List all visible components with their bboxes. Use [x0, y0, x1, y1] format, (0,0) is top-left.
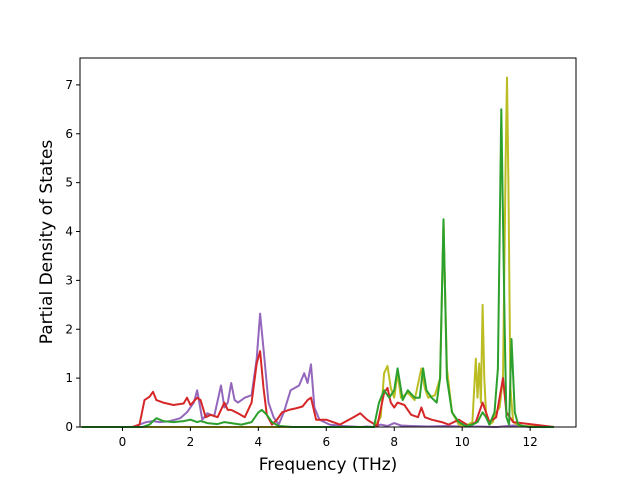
series-lines — [81, 76, 555, 428]
y-axis-ticks: 0 1 2 3 4 5 6 7 — [65, 78, 80, 434]
x-tick-label: 2 — [187, 435, 195, 449]
y-tick-label: 3 — [65, 273, 73, 287]
x-tick-label: 12 — [522, 435, 537, 449]
series-line-2 — [81, 76, 554, 428]
y-tick-label: 4 — [65, 225, 73, 239]
y-tick-label: 1 — [65, 371, 73, 385]
x-tick-label: 8 — [390, 435, 398, 449]
x-axis-label: Frequency (THz) — [259, 455, 398, 475]
x-tick-label: 0 — [119, 435, 127, 449]
series-line-4 — [81, 108, 554, 428]
plot-frame — [79, 57, 577, 428]
y-axis-label: Partial Density of States — [37, 140, 57, 345]
x-tick-label: 10 — [455, 435, 470, 449]
y-tick-label: 6 — [65, 127, 73, 141]
series-line-3 — [81, 350, 555, 428]
x-tick-label: 4 — [255, 435, 263, 449]
y-tick-label: 0 — [65, 420, 73, 434]
x-tick-label: 6 — [322, 435, 330, 449]
x-axis-ticks: 0 2 4 6 8 10 12 — [119, 427, 538, 449]
y-tick-label: 2 — [65, 322, 73, 336]
y-tick-label: 5 — [65, 176, 73, 190]
y-tick-label: 7 — [65, 78, 73, 92]
